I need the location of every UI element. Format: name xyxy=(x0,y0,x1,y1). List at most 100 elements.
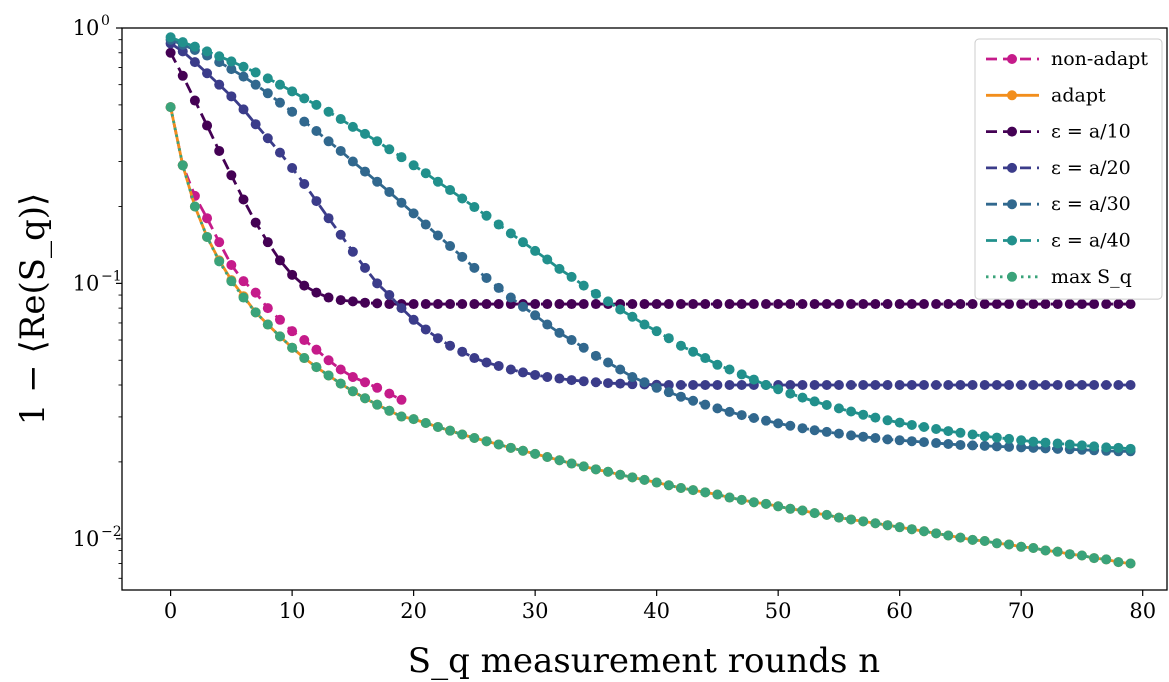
data-point xyxy=(457,299,468,310)
data-point xyxy=(457,193,468,204)
data-point xyxy=(846,380,857,390)
data-point xyxy=(590,350,601,361)
data-point xyxy=(1004,380,1015,390)
data-point xyxy=(906,436,917,447)
data-point xyxy=(1016,299,1027,310)
data-point xyxy=(250,217,261,228)
data-point xyxy=(1004,299,1015,310)
data-point xyxy=(262,88,273,99)
data-point xyxy=(493,299,504,310)
data-point xyxy=(384,186,395,197)
data-point xyxy=(858,299,869,310)
data-point xyxy=(396,152,407,163)
data-point xyxy=(724,299,735,310)
data-point xyxy=(833,380,844,390)
data-point xyxy=(238,292,249,303)
data-point xyxy=(955,532,966,543)
data-point xyxy=(1125,299,1136,310)
data-point xyxy=(384,144,395,155)
data-point xyxy=(991,380,1002,390)
data-point xyxy=(688,380,699,390)
data-point xyxy=(858,431,869,442)
data-point xyxy=(311,287,322,298)
data-point xyxy=(347,386,358,397)
data-point xyxy=(1028,380,1039,390)
data-point xyxy=(226,56,237,67)
data-point xyxy=(372,176,383,187)
legend-marker xyxy=(1007,235,1017,246)
data-point xyxy=(1076,440,1087,451)
data-point xyxy=(603,378,614,389)
data-point xyxy=(785,388,796,399)
data-point xyxy=(1040,545,1051,556)
data-point xyxy=(226,260,237,271)
data-point xyxy=(408,299,419,310)
data-point xyxy=(785,380,796,390)
data-point xyxy=(894,522,905,533)
data-point xyxy=(894,417,905,428)
data-point xyxy=(967,299,978,310)
data-point xyxy=(943,299,954,310)
data-point xyxy=(360,393,371,404)
data-point xyxy=(931,424,942,435)
data-point xyxy=(1101,554,1112,565)
data-point xyxy=(675,380,686,390)
data-point xyxy=(712,380,723,390)
data-point xyxy=(955,427,966,438)
data-point xyxy=(287,342,298,353)
data-point xyxy=(882,299,893,310)
data-point xyxy=(287,163,298,173)
data-point xyxy=(955,299,966,310)
data-point xyxy=(615,469,626,480)
data-point xyxy=(809,508,820,519)
data-point xyxy=(918,380,929,390)
data-point xyxy=(493,439,504,450)
data-point xyxy=(785,420,796,431)
data-point xyxy=(906,419,917,430)
data-point xyxy=(335,364,346,375)
data-point xyxy=(627,311,638,322)
series-6 xyxy=(165,102,1136,569)
x-tick-label: 10 xyxy=(279,599,306,623)
data-point xyxy=(274,314,285,325)
data-point xyxy=(821,299,832,310)
x-tick-label: 30 xyxy=(522,599,549,623)
data-point xyxy=(189,95,200,106)
data-point xyxy=(833,428,844,439)
data-point xyxy=(590,288,601,299)
data-point xyxy=(214,237,225,248)
data-point xyxy=(894,380,905,390)
data-point xyxy=(323,136,334,147)
data-point xyxy=(1076,380,1087,390)
data-point xyxy=(554,263,565,274)
data-point xyxy=(335,295,346,306)
data-point xyxy=(651,299,662,310)
data-point xyxy=(299,178,310,189)
data-point xyxy=(420,219,431,230)
data-point xyxy=(420,299,431,310)
data-point xyxy=(955,439,966,450)
data-point xyxy=(420,324,431,335)
data-point xyxy=(530,310,541,321)
legend-label: ε = a/10 xyxy=(1051,121,1131,143)
data-point xyxy=(1113,442,1124,453)
data-point xyxy=(432,299,443,310)
data-point xyxy=(736,299,747,310)
data-point xyxy=(1113,557,1124,568)
legend-label: max S_q xyxy=(1051,266,1132,288)
data-point xyxy=(906,299,917,310)
data-point xyxy=(311,126,322,137)
legend-frame xyxy=(974,38,1163,300)
data-point xyxy=(748,299,759,310)
data-point xyxy=(238,194,249,205)
legend-label: ε = a/40 xyxy=(1051,230,1131,252)
data-point xyxy=(457,429,468,440)
data-point xyxy=(554,455,565,466)
data-point xyxy=(1089,380,1100,390)
x-tick-label: 0 xyxy=(164,599,177,623)
data-point xyxy=(517,301,528,312)
data-point xyxy=(493,282,504,293)
data-point xyxy=(724,406,735,417)
data-point xyxy=(542,299,553,310)
data-point xyxy=(931,438,942,449)
